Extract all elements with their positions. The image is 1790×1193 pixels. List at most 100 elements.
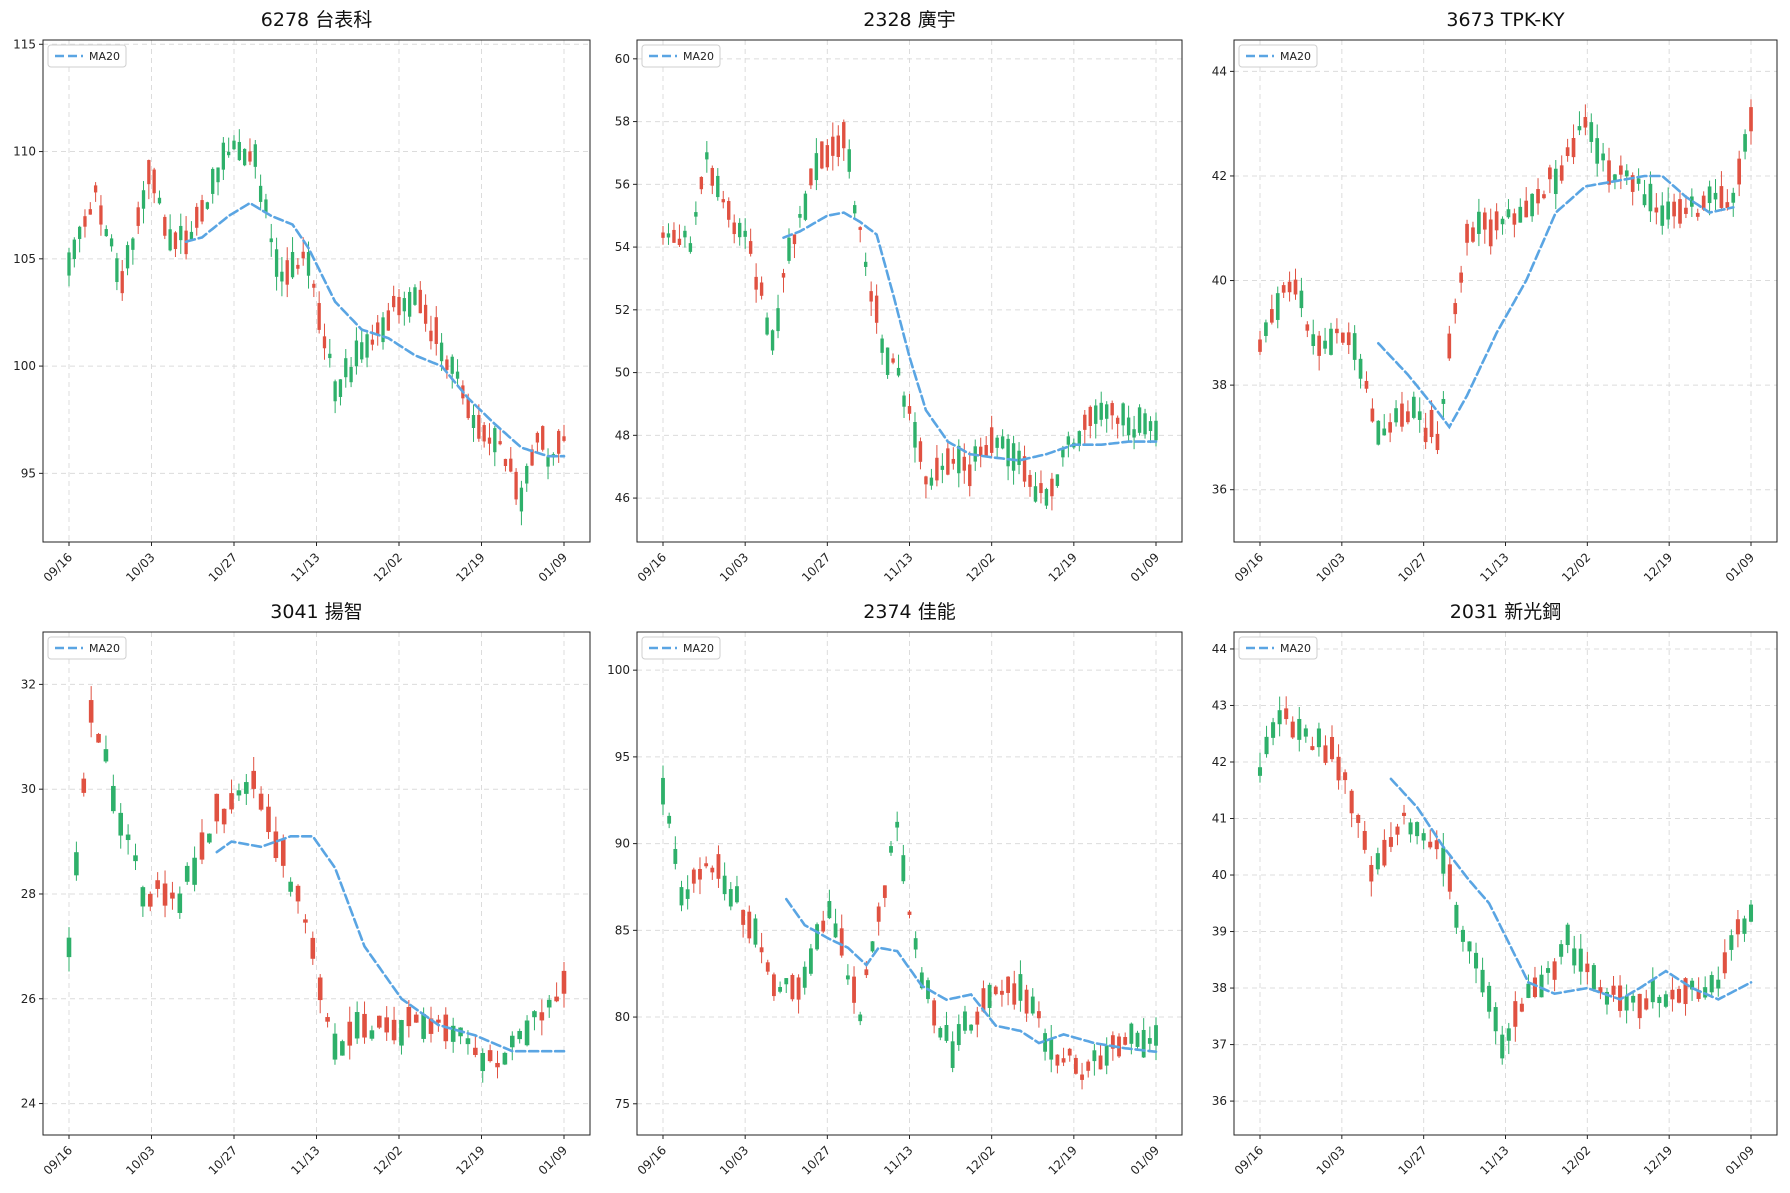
candle-down (455, 371, 460, 379)
candle-down (1636, 178, 1641, 184)
y-tick-label: 75 (615, 1097, 630, 1111)
candle-down (673, 848, 678, 864)
candle-down (929, 477, 934, 486)
candle-up (759, 947, 764, 953)
candle-up (1080, 1074, 1084, 1080)
candle-down (913, 422, 917, 448)
candle-down (845, 975, 850, 980)
candle-down (1518, 206, 1523, 223)
candle-down (242, 148, 247, 166)
candle-down (1077, 431, 1082, 446)
legend-box (641, 44, 721, 68)
candle-down (280, 271, 284, 282)
candle-up (1369, 864, 1374, 882)
candle-up (1086, 1061, 1091, 1071)
candle-down (177, 893, 183, 913)
candle-down (1650, 979, 1655, 1003)
candle-down (264, 199, 268, 213)
candle-up (1083, 414, 1087, 430)
candle-up (918, 441, 923, 462)
candle-up (1722, 952, 1727, 974)
chart-panel-3041: 24 26 28 30 32 09/16 10/03 10/27 11/13 12/02 12/19… (0, 594, 597, 1189)
candle-up (1006, 976, 1011, 993)
candle-down (853, 205, 857, 214)
candle-up (312, 283, 316, 288)
candle-up (495, 1062, 500, 1068)
candle-down (1154, 1025, 1158, 1046)
y-tick-label: 32 (21, 677, 36, 691)
candle-up (754, 276, 758, 290)
candle-down (1099, 402, 1103, 420)
candle-up (747, 911, 752, 939)
candle-up (413, 1014, 419, 1023)
candle-up (1356, 814, 1361, 823)
candle-down (306, 252, 311, 276)
candle-down (1526, 983, 1531, 998)
candle-down (1264, 322, 1268, 336)
candle-down (901, 855, 906, 882)
legend-box (1238, 44, 1318, 68)
candle-up (1459, 272, 1463, 283)
candle-up (869, 291, 873, 302)
chart-svg: 95 100 105 110 115 09/16 10/03 10/27 11/13 12/02 1… (13, 9, 591, 585)
candle-up (285, 260, 289, 285)
candle-down (189, 231, 194, 240)
candle-up (163, 216, 167, 236)
candle-down (1017, 450, 1021, 465)
candle-up (1037, 1011, 1041, 1019)
candle-up (1453, 303, 1458, 315)
candle-up (1395, 826, 1400, 835)
candle-up (88, 700, 94, 723)
candle-up (1067, 1048, 1072, 1056)
candle-down (885, 347, 890, 375)
candle-up (1000, 990, 1004, 995)
candle-down (858, 1014, 863, 1022)
candle-up (310, 937, 316, 959)
candle-down (679, 887, 684, 906)
candle-up (83, 216, 87, 227)
candle-down (833, 923, 838, 938)
candle-down (1493, 1007, 1498, 1032)
candle-up (1676, 988, 1682, 1003)
candle-down (344, 358, 348, 378)
candle-up (214, 793, 220, 822)
x-tick-label: 12/02 (371, 1143, 405, 1177)
candle-down (1441, 847, 1446, 874)
candle-up (993, 986, 998, 995)
candle-up (1423, 427, 1428, 443)
candle-up (1336, 756, 1341, 781)
candle-down (1141, 1029, 1146, 1058)
candle-up (907, 911, 912, 915)
candle-up (173, 232, 178, 250)
y-tick-label: 60 (615, 52, 630, 66)
candle-up (1123, 1037, 1128, 1045)
ma20-line (785, 897, 1158, 1053)
candle-up (303, 919, 308, 923)
candle-down (1277, 710, 1282, 725)
candle-up (1349, 790, 1354, 814)
candle-up (1719, 186, 1724, 208)
y-tick-label: 37 (1212, 1038, 1227, 1052)
candle-down (365, 334, 369, 358)
candle-down (1257, 767, 1263, 776)
candle-up (170, 892, 175, 899)
candle-up (1317, 335, 1321, 356)
y-tick-label: 28 (21, 887, 36, 901)
candle-down (77, 226, 82, 239)
candle-up (1735, 919, 1740, 935)
candle-down (870, 941, 875, 952)
candle-up (436, 1019, 441, 1023)
candle-down (493, 428, 497, 453)
candle-up (1039, 483, 1043, 494)
candle-up (1695, 212, 1700, 217)
candle-down (1546, 968, 1551, 973)
candle-up (842, 122, 846, 149)
candle-down (896, 367, 901, 376)
candle-up (1346, 332, 1351, 346)
candle-up (962, 456, 966, 471)
candle-up (273, 831, 279, 859)
candle-up (1598, 987, 1603, 993)
x-tick-label: 12/02 (371, 550, 405, 584)
candle-up (672, 229, 676, 243)
candle-down (1577, 126, 1582, 131)
